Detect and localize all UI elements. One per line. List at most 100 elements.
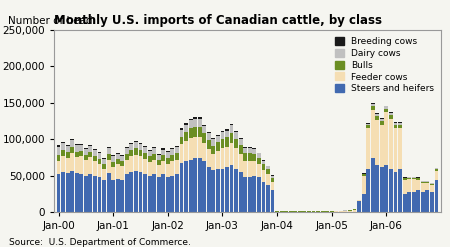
Bar	[202, 133, 206, 143]
Bar	[93, 150, 97, 156]
Bar	[116, 164, 120, 179]
Bar	[75, 144, 79, 145]
Bar	[134, 148, 138, 155]
Bar	[252, 161, 256, 176]
Bar	[162, 148, 165, 149]
Bar	[270, 176, 274, 178]
Bar	[198, 137, 202, 158]
Bar	[184, 141, 188, 161]
Bar	[93, 156, 97, 161]
Bar	[225, 147, 229, 167]
Bar	[362, 194, 365, 212]
Bar	[430, 183, 434, 184]
Bar	[212, 170, 215, 212]
Bar	[171, 161, 174, 176]
Bar	[111, 167, 115, 180]
Bar	[375, 114, 379, 116]
Text: Number of head: Number of head	[8, 16, 92, 26]
Bar	[171, 176, 174, 212]
Bar	[202, 125, 206, 126]
Bar	[75, 145, 79, 152]
Bar	[93, 176, 97, 212]
Bar	[394, 172, 397, 212]
Bar	[134, 155, 138, 171]
Bar	[239, 154, 243, 172]
Bar	[166, 158, 170, 164]
Bar	[107, 173, 111, 212]
Bar	[261, 160, 266, 161]
Bar	[412, 178, 416, 179]
Bar	[270, 190, 274, 212]
Bar	[184, 123, 188, 125]
Bar	[143, 147, 147, 153]
Bar	[189, 160, 193, 212]
Bar	[130, 144, 133, 149]
Bar	[120, 161, 124, 166]
Bar	[157, 165, 161, 177]
Bar	[93, 149, 97, 150]
Bar	[143, 153, 147, 159]
Bar	[193, 119, 197, 127]
Bar	[139, 143, 143, 144]
Bar	[89, 174, 92, 212]
Bar	[171, 149, 174, 155]
Bar	[102, 158, 106, 159]
Bar	[175, 146, 179, 147]
Bar	[79, 156, 83, 174]
Legend: Breeding cows, Dairy cows, Bulls, Feeder cows, Steers and heifers: Breeding cows, Dairy cows, Bulls, Feeder…	[332, 34, 436, 96]
Bar	[216, 142, 220, 151]
Bar	[261, 164, 266, 170]
Bar	[389, 119, 393, 168]
Bar	[412, 192, 416, 212]
Bar	[366, 125, 370, 128]
Bar	[239, 172, 243, 212]
Bar	[130, 143, 133, 144]
Bar	[220, 168, 225, 212]
Bar	[348, 210, 352, 212]
Bar	[230, 133, 234, 143]
Bar	[435, 169, 438, 171]
Bar	[143, 174, 147, 212]
Bar	[398, 123, 402, 125]
Bar	[239, 138, 243, 139]
Bar	[79, 151, 83, 156]
Bar	[375, 116, 379, 120]
Bar	[202, 161, 206, 212]
Bar	[225, 129, 229, 130]
Bar	[116, 153, 120, 154]
Bar	[134, 142, 138, 148]
Bar	[212, 138, 215, 139]
Bar	[61, 142, 65, 143]
Bar	[79, 145, 83, 151]
Bar	[280, 211, 284, 212]
Bar	[380, 121, 384, 125]
Bar	[148, 151, 152, 156]
Bar	[125, 148, 129, 154]
Bar	[134, 171, 138, 212]
Bar	[234, 132, 238, 139]
Bar	[152, 147, 156, 148]
Bar	[352, 210, 356, 212]
Bar	[166, 177, 170, 212]
Bar	[193, 137, 197, 158]
Bar	[125, 174, 129, 212]
Bar	[430, 192, 434, 212]
Bar	[84, 176, 88, 212]
Bar	[111, 162, 115, 167]
Bar	[139, 156, 143, 172]
Bar	[139, 172, 143, 212]
Bar	[270, 178, 274, 182]
Bar	[148, 156, 152, 162]
Bar	[111, 156, 115, 162]
Bar	[371, 103, 375, 104]
Bar	[375, 165, 379, 212]
Bar	[384, 109, 388, 112]
Bar	[435, 180, 438, 212]
Bar	[243, 153, 247, 161]
Bar	[366, 168, 370, 212]
Bar	[120, 180, 124, 212]
Bar	[189, 138, 193, 160]
Bar	[416, 178, 420, 180]
Bar	[207, 167, 211, 212]
Bar	[193, 158, 197, 212]
